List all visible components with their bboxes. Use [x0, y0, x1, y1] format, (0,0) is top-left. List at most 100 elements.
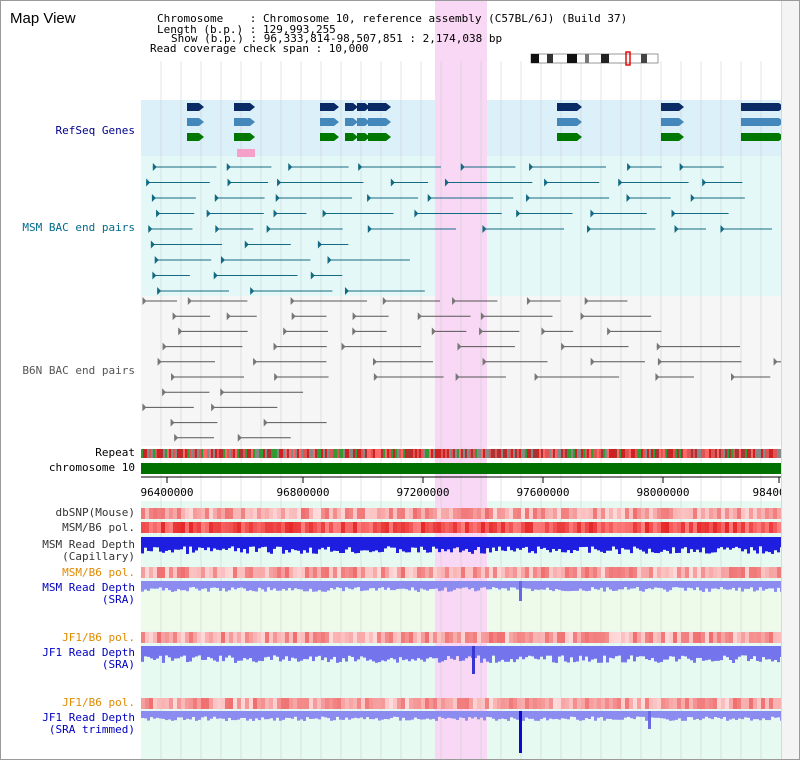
read-depth-bar [252, 646, 255, 662]
polymorphism-cell [497, 508, 501, 519]
read-depth-bar [747, 646, 750, 662]
polymorphism-cell [413, 567, 417, 578]
polymorphism-cell [237, 698, 241, 709]
read-depth-bar [687, 581, 690, 588]
polymorphism-cell [145, 632, 149, 643]
polymorphism-cell [153, 522, 157, 533]
repeat-element [631, 449, 633, 458]
read-depth-bar [168, 581, 171, 591]
polymorphism-cell [713, 567, 717, 578]
polymorphism-cell [269, 522, 273, 533]
polymorphism-cell [525, 632, 529, 643]
track-label-msm-b6-pol-2[interactable]: MSM/B6 pol. [62, 566, 135, 579]
track-label-jf1-b6-pol-2[interactable]: JF1/B6 pol. [62, 696, 135, 709]
vertical-scrollbar[interactable] [781, 1, 799, 759]
read-depth-bar [288, 581, 291, 588]
read-depth-bar [624, 581, 627, 588]
repeat-element [249, 449, 251, 458]
read-depth-bar [192, 581, 195, 588]
polymorphism-cell [493, 567, 497, 578]
read-depth-bar [252, 581, 255, 592]
repeat-element [437, 449, 439, 458]
read-depth-bar [753, 581, 756, 592]
repeat-element [523, 449, 525, 458]
bac-end-marker [674, 225, 679, 233]
track-label-b6n-bac[interactable]: B6N BAC end pairs [22, 364, 135, 377]
track-label-dbsnp[interactable]: dbSNP(Mouse) [55, 506, 135, 519]
read-depth-bar [768, 711, 771, 721]
track-label-msm-b6-pol[interactable]: MSM/B6 pol. [62, 521, 135, 534]
polymorphism-cell [649, 567, 653, 578]
repeat-element [565, 449, 567, 458]
read-depth-bar [153, 537, 156, 548]
track-label-jf1-depth-sra[interactable]: JF1 Read Depth [42, 646, 135, 659]
polymorphism-cell [385, 508, 389, 519]
repeat-element [439, 449, 441, 458]
read-depth-bar [366, 646, 369, 661]
track-label-jf1-depth-trimmed[interactable]: JF1 Read Depth [42, 711, 135, 724]
polymorphism-cell [721, 632, 725, 643]
polymorphism-cell [205, 632, 209, 643]
repeat-element [471, 449, 473, 458]
read-depth-bar [261, 537, 264, 548]
read-depth-bar [624, 646, 627, 663]
repeat-element [677, 449, 679, 458]
repeat-element [257, 449, 259, 458]
polymorphism-cell [365, 522, 369, 533]
repeat-element [157, 449, 159, 458]
read-depth-bar [444, 537, 447, 552]
bac-end-marker [417, 312, 422, 321]
read-depth-bar [597, 537, 600, 551]
read-depth-bar [573, 581, 576, 591]
polymorphism-cell [353, 567, 357, 578]
track-label-msm-depth-capillary[interactable]: MSM Read Depth [42, 538, 135, 551]
track-label-jf1-b6-pol[interactable]: JF1/B6 pol. [62, 631, 135, 644]
read-depth-bar [525, 711, 528, 718]
polymorphism-cell [369, 522, 373, 533]
bac-end-marker [526, 194, 531, 202]
read-depth-bar [306, 537, 309, 553]
track-label-msm-depth-sra[interactable]: MSM Read Depth [42, 581, 135, 594]
polymorphism-cell [465, 632, 469, 643]
read-depth-bar [210, 581, 213, 588]
bac-end-marker [341, 342, 346, 351]
repeat-element [329, 449, 331, 458]
repeat-element [639, 449, 641, 458]
track-label-refseq[interactable]: RefSeq Genes [55, 124, 135, 137]
repeat-element [771, 449, 773, 458]
polymorphism-cell [705, 508, 709, 519]
read-depth-bar [774, 646, 777, 660]
polymorphism-cell [217, 698, 221, 709]
read-depth-bar [309, 581, 312, 589]
read-depth-bar [657, 537, 660, 554]
polymorphism-cell [173, 632, 177, 643]
track-label-repeat[interactable]: Repeat [95, 446, 135, 459]
polymorphism-cell [713, 632, 717, 643]
repeat-element [389, 449, 391, 458]
polymorphism-cell [553, 698, 557, 709]
read-depth-bar [612, 537, 615, 547]
read-depth-bar [195, 581, 198, 589]
read-depth-bar [336, 646, 339, 663]
polymorphism-cell [409, 508, 413, 519]
polymorphism-cell [581, 567, 585, 578]
read-depth-bar [345, 581, 348, 588]
track-label-msm-bac[interactable]: MSM BAC end pairs [22, 221, 135, 234]
repeat-element [441, 449, 443, 458]
repeat-element [191, 449, 193, 458]
polymorphism-cell [169, 567, 173, 578]
read-depth-bar [351, 581, 354, 590]
polymorphism-cell [385, 567, 389, 578]
read-depth-bar [507, 581, 510, 591]
polymorphism-cell [761, 567, 765, 578]
polymorphism-cell [653, 698, 657, 709]
repeat-element [245, 449, 247, 458]
polymorphism-cell [265, 508, 269, 519]
read-depth-bar [549, 581, 552, 591]
polymorphism-cell [749, 698, 753, 709]
polymorphism-cell [689, 698, 693, 709]
read-depth-bar [594, 537, 597, 550]
polymorphism-cell [465, 698, 469, 709]
polymorphism-cell [313, 508, 317, 519]
